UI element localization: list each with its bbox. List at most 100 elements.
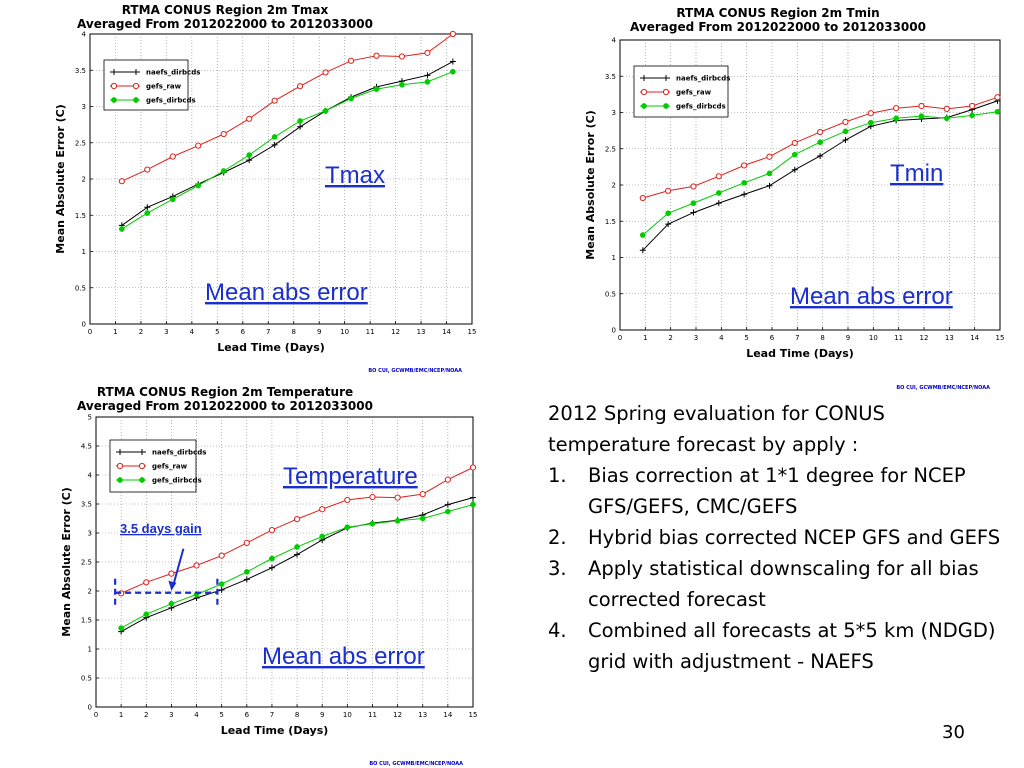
- notes-item-number: 4.: [548, 619, 567, 642]
- data-point-gefs_raw: [994, 94, 1001, 101]
- y-tick-label: 3.5: [75, 67, 86, 75]
- y-axis-label: Mean Absolute Error (C): [60, 487, 73, 636]
- chart-subtitle: Averaged From 2012022000 to 2012033000: [77, 399, 373, 413]
- y-tick-label: 1: [612, 254, 616, 262]
- data-point-gefs_raw: [918, 102, 925, 110]
- y-tick-label: 0: [612, 327, 616, 335]
- data-point-gefs_dirbcds: [791, 151, 798, 158]
- y-tick-label: 2.5: [75, 139, 86, 147]
- data-point-gefs_raw: [791, 139, 798, 147]
- data-point-gefs_raw: [444, 476, 451, 483]
- x-tick-label: 3: [694, 334, 698, 342]
- x-axis-label: Lead Time (Days): [221, 724, 329, 737]
- data-point-gefs_raw: [741, 162, 748, 169]
- y-tick-label: 5: [88, 414, 92, 422]
- y-tick-label: 3.5: [81, 501, 92, 509]
- x-tick-label: 2: [668, 334, 672, 342]
- x-tick-label: 14: [443, 711, 452, 719]
- x-tick-label: 9: [317, 328, 321, 336]
- y-tick-label: 3.5: [605, 73, 616, 81]
- data-point-gefs_raw: [169, 153, 176, 160]
- data-point-gefs_dirbcds: [297, 118, 303, 124]
- x-tick-label: 15: [468, 328, 477, 336]
- data-point-gefs_dirbcds: [168, 600, 175, 607]
- data-point-gefs_raw: [268, 527, 276, 534]
- data-point-naefs_dirbcds: [639, 247, 646, 254]
- y-tick-label: 4: [82, 31, 87, 39]
- data-point-naefs_dirbcds: [294, 551, 301, 558]
- data-point-gefs_dirbcds: [373, 86, 380, 92]
- y-tick-label: 2: [88, 588, 92, 596]
- x-tick-label: 10: [869, 334, 878, 342]
- legend-swatch-marker: [641, 75, 647, 81]
- x-tick-label: 7: [266, 328, 270, 336]
- y-tick-label: 2: [612, 182, 616, 190]
- data-point-naefs_dirbcds: [817, 153, 824, 159]
- y-axis-label: Mean Absolute Error (C): [54, 104, 67, 253]
- data-point-gefs_dirbcds: [394, 517, 401, 524]
- data-point-gefs_raw: [218, 552, 225, 559]
- chart-subtitle: Averaged From 2012022000 to 2012033000: [77, 17, 373, 31]
- data-point-gefs_dirbcds: [842, 128, 849, 135]
- chart-svg: RTMA CONUS Region 2m TemperatureAveraged…: [60, 385, 478, 767]
- data-point-naefs_dirbcds: [449, 58, 456, 65]
- x-tick-label: 13: [417, 328, 426, 336]
- x-tick-label: 8: [820, 334, 824, 342]
- data-point-gefs_raw: [893, 105, 900, 112]
- legend-swatch-marker: [133, 97, 139, 103]
- data-point-naefs_dirbcds: [842, 137, 849, 144]
- y-tick-label: 1: [82, 248, 86, 256]
- x-tick-label: 11: [366, 328, 375, 336]
- data-point-gefs_raw: [293, 515, 301, 523]
- gain-arrow-head: [168, 580, 177, 591]
- data-point-gefs_raw: [369, 493, 376, 501]
- series-line-gefs_raw: [121, 33, 454, 182]
- legend-swatch-marker: [110, 82, 118, 90]
- data-point-gefs_raw: [969, 102, 976, 110]
- data-point-naefs_dirbcds: [246, 157, 253, 164]
- data-point-gefs_raw: [297, 83, 304, 90]
- data-point-gefs_dirbcds: [271, 134, 278, 140]
- data-point-gefs_raw: [347, 57, 355, 64]
- y-tick-label: 4.5: [81, 443, 92, 451]
- data-point-naefs_dirbcds: [297, 123, 304, 130]
- legend-swatch-marker: [663, 103, 669, 109]
- data-point-gefs_dirbcds: [690, 200, 697, 206]
- data-point-naefs_dirbcds: [665, 221, 672, 228]
- notes-item-text: Apply statistical downscaling for all bi…: [588, 557, 979, 611]
- data-point-gefs_dirbcds: [665, 210, 671, 217]
- data-point-gefs_dirbcds: [243, 569, 250, 575]
- data-point-gefs_raw: [943, 105, 950, 112]
- x-tick-label: 3: [169, 711, 173, 719]
- data-point-gefs_raw: [394, 494, 401, 501]
- data-point-gefs_dirbcds: [344, 524, 351, 531]
- x-tick-label: 11: [894, 334, 903, 342]
- x-tick-label: 6: [241, 328, 246, 336]
- data-point-gefs_raw: [319, 506, 326, 513]
- x-tick-label: 0: [88, 328, 92, 336]
- data-point-gefs_raw: [143, 579, 150, 586]
- x-tick-label: 9: [846, 334, 850, 342]
- data-point-gefs_dirbcds: [741, 179, 747, 186]
- data-point-naefs_dirbcds: [470, 494, 476, 501]
- data-point-gefs_raw: [639, 194, 646, 202]
- x-tick-label: 1: [113, 328, 117, 336]
- x-tick-label: 6: [245, 711, 250, 719]
- notes-item-text: Hybrid bias corrected NCEP GFS and GEFS: [588, 526, 1001, 549]
- data-point-gefs_raw: [817, 128, 824, 136]
- y-tick-label: 1.5: [81, 617, 92, 625]
- x-tick-label: 15: [469, 711, 478, 719]
- x-axis-label: Lead Time (Days): [746, 347, 854, 360]
- notes-item-text: Bias correction at 1*1 degree for NCEP G…: [588, 464, 966, 518]
- data-point-gefs_dirbcds: [450, 68, 456, 75]
- y-axis-label: Mean Absolute Error (C): [584, 110, 597, 259]
- data-point-gefs_dirbcds: [766, 170, 773, 177]
- x-tick-label: 0: [618, 334, 622, 342]
- data-point-gefs_dirbcds: [817, 139, 823, 146]
- data-point-gefs_dirbcds: [348, 95, 354, 102]
- notes-item: 2. Hybrid bias corrected NCEP GFS and GEF…: [548, 522, 1008, 553]
- series-line-naefs_dirbcds: [121, 61, 454, 226]
- x-tick-label: 15: [996, 334, 1005, 342]
- notes-item: 1. Bias correction at 1*1 degree for NCEP…: [548, 460, 1008, 522]
- chart-temperature: RTMA CONUS Region 2m Temperature Averaged…: [40, 382, 480, 768]
